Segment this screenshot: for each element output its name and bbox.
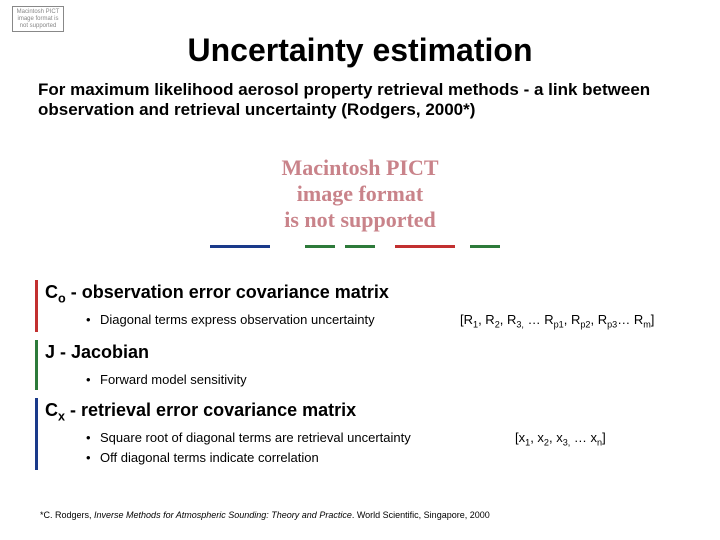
section-bullet: Diagonal terms express observation uncer… — [100, 312, 375, 327]
underline-segment — [210, 245, 270, 248]
section-label: J - Jacobian — [45, 342, 149, 363]
section-bullet: Square root of diagonal terms are retrie… — [100, 430, 411, 445]
vector-notation: [R1, R2, R3, … Rp1, Rp2, Rp3… Rm] — [460, 312, 654, 330]
underline-segment — [345, 245, 375, 248]
section-label: Cx - retrieval error covariance matrix — [45, 400, 356, 424]
pict-line-1: Macintosh PICT — [210, 155, 510, 181]
section-bar — [35, 280, 38, 332]
section-bar — [35, 398, 38, 470]
pict-small-placeholder: Macintosh PICT image format is not suppo… — [12, 6, 64, 32]
underline-segment — [470, 245, 500, 248]
section-bullet: Forward model sensitivity — [100, 372, 247, 387]
section-bullet: Off diagonal terms indicate correlation — [100, 450, 319, 465]
underline-segment — [305, 245, 335, 248]
pict-large-placeholder: Macintosh PICT image format is not suppo… — [210, 155, 510, 233]
footnote: *C. Rodgers, Inverse Methods for Atmosph… — [40, 510, 490, 520]
vector-notation: [x1, x2, x3, … xn] — [515, 430, 606, 448]
page-title: Uncertainty estimation — [0, 32, 720, 69]
subtitle: For maximum likelihood aerosol property … — [38, 80, 688, 120]
pict-line-2: image format — [210, 181, 510, 207]
section-bar — [35, 340, 38, 390]
underline-segment — [395, 245, 455, 248]
pict-line-3: is not supported — [210, 207, 510, 233]
section-label: Co - observation error covariance matrix — [45, 282, 389, 306]
